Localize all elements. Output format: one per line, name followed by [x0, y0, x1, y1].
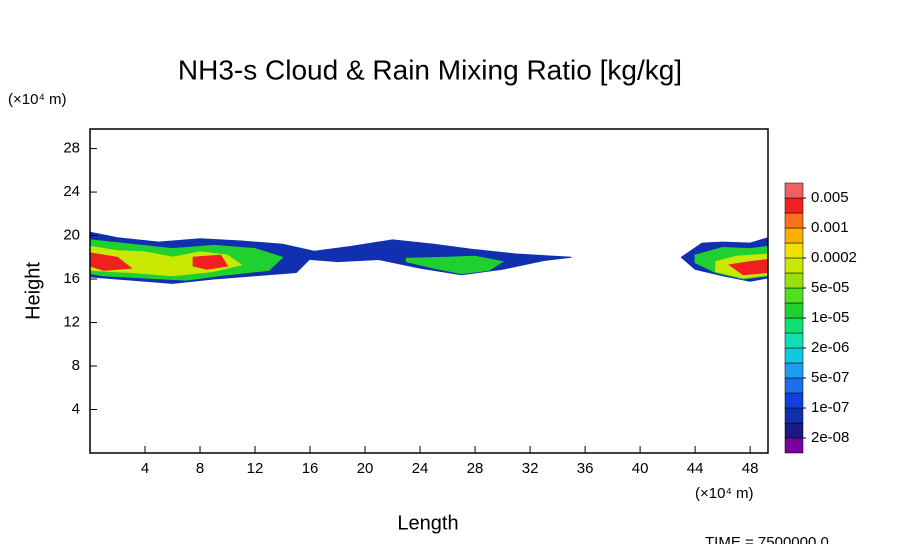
x-tick-label: 40	[632, 460, 649, 477]
y-tick-label: 4	[72, 400, 80, 417]
colorbar-label: 1e-05	[811, 309, 849, 326]
contour-region	[405, 255, 504, 275]
colorbar-label: 0.0002	[811, 249, 857, 266]
x-tick-label: 4	[141, 460, 149, 477]
colorbar-box	[784, 332, 804, 349]
x-tick-label: 16	[302, 460, 319, 477]
y-tick-label: 20	[63, 227, 80, 244]
x-unit: (×10⁴ m)	[695, 485, 754, 502]
colorbar-label: 5e-05	[811, 279, 849, 296]
colorbar-label: 0.001	[811, 219, 849, 236]
x-tick-label: 44	[687, 460, 704, 477]
contour-region	[728, 258, 768, 276]
colorbar-label: 0.005	[811, 189, 849, 206]
contour-region	[90, 252, 133, 271]
colorbar-box	[784, 257, 804, 274]
colorbar-box	[784, 407, 804, 424]
colorbar-box	[784, 212, 804, 229]
colorbar-box	[784, 362, 804, 379]
colorbar-box	[784, 422, 804, 439]
x-tick-label: 8	[196, 460, 204, 477]
colorbar-box	[784, 272, 804, 289]
colorbar-box	[784, 197, 804, 214]
x-tick-label: 28	[467, 460, 484, 477]
y-tick-label: 28	[63, 140, 80, 157]
x-tick-label: 36	[577, 460, 594, 477]
colorbar-label: 1e-07	[811, 399, 849, 416]
y-axis-label: Height	[22, 262, 44, 320]
plot-frame	[89, 128, 769, 454]
y-tick-label: 8	[72, 357, 80, 374]
colorbar-box	[784, 182, 804, 199]
x-tick-label: 24	[412, 460, 429, 477]
x-tick-label: 48	[742, 460, 759, 477]
colorbar-box	[784, 392, 804, 409]
contour-field	[90, 231, 768, 284]
contour-region	[192, 254, 229, 270]
colorbar-label: 2e-06	[811, 339, 849, 356]
colorbar-box	[784, 317, 804, 334]
colorbar-box	[784, 377, 804, 394]
colorbar-box	[784, 287, 804, 304]
x-axis-label: Length	[397, 512, 458, 534]
x-tick-label: 32	[522, 460, 539, 477]
colorbar-box	[784, 227, 804, 244]
colorbar-box	[784, 242, 804, 259]
y-tick-label: 24	[63, 183, 80, 200]
y-tick-label: 16	[63, 270, 80, 287]
footer: TIME = 7500000.0	[705, 534, 829, 544]
y-tick-label: 12	[63, 313, 80, 330]
colorbar-label: 2e-08	[811, 429, 849, 446]
colorbar-box	[784, 347, 804, 364]
colorbar-box	[784, 437, 804, 454]
colorbar-box	[784, 302, 804, 319]
x-tick-label: 20	[357, 460, 374, 477]
chart-title: NH3-s Cloud & Rain Mixing Ratio [kg/kg]	[178, 54, 682, 85]
y-unit: (×10⁴ m)	[8, 91, 67, 108]
x-tick-label: 12	[247, 460, 264, 477]
colorbar-label: 5e-07	[811, 369, 849, 386]
